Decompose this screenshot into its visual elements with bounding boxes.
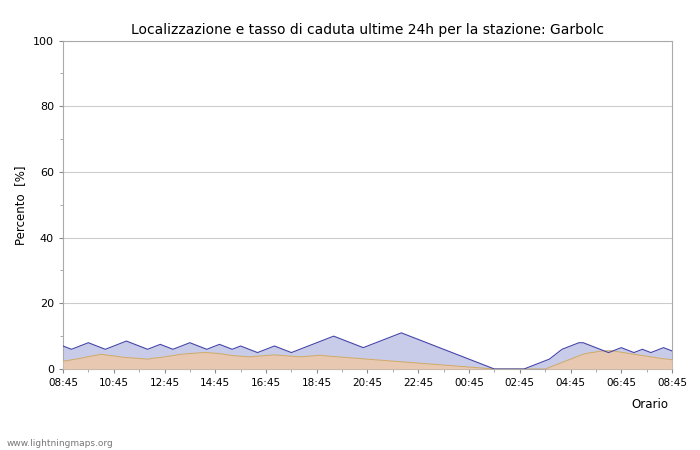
Title: Localizzazione e tasso di caduta ultime 24h per la stazione: Garbolc: Localizzazione e tasso di caduta ultime …: [131, 22, 604, 36]
Text: www.lightningmaps.org: www.lightningmaps.org: [7, 439, 113, 448]
Y-axis label: Percento  [%]: Percento [%]: [15, 165, 27, 244]
Text: Orario: Orario: [631, 398, 668, 411]
